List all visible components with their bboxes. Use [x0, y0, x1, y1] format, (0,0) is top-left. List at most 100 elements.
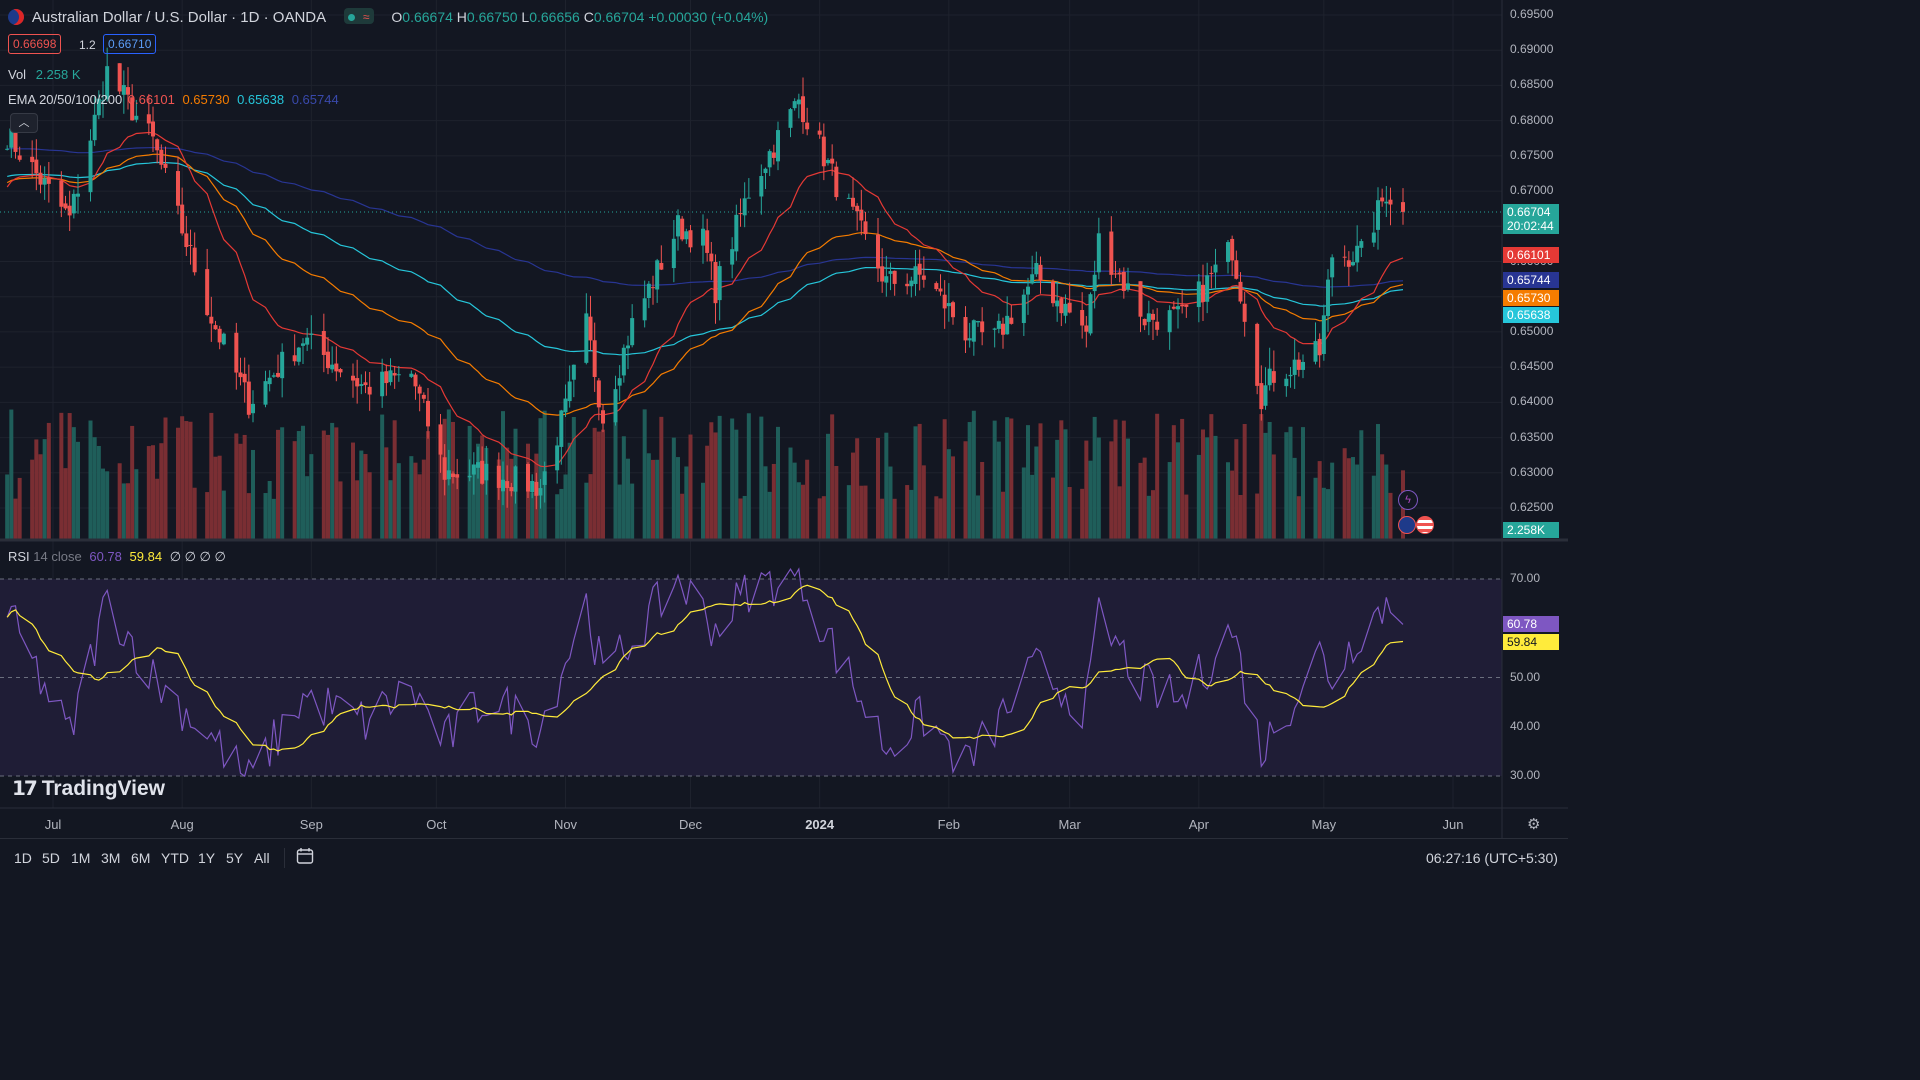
candle-body: [1301, 361, 1305, 370]
candle-body: [384, 371, 389, 384]
candle-body: [805, 122, 810, 130]
candle-body: [1284, 378, 1289, 387]
candle-body: [355, 378, 360, 387]
volume-bar: [509, 458, 514, 539]
lightning-event-icon[interactable]: ϟ: [1398, 490, 1418, 510]
candle-body: [59, 180, 64, 207]
volume-bar: [1026, 425, 1030, 539]
rsi-tick-label: 40.00: [1510, 718, 1541, 733]
volume-bar: [309, 454, 314, 539]
tradingview-logo[interactable]: 𝟭𝟳 TradingView: [12, 776, 165, 801]
rsi-label: RSI: [8, 549, 30, 564]
candle-body: [217, 328, 222, 343]
volume-bar: [330, 422, 335, 539]
range-button-5d[interactable]: 5D: [42, 850, 60, 866]
ema200-line: [7, 147, 1404, 288]
rsi-ma-tag: 59.84: [1503, 634, 1559, 650]
candle-body: [1205, 275, 1210, 302]
candle-body: [380, 371, 385, 397]
candle-body: [267, 377, 272, 385]
ema200-tag: 0.65744: [1503, 272, 1559, 288]
volume-bar: [1296, 496, 1301, 539]
candle-body: [821, 136, 826, 167]
volume-bar: [246, 493, 251, 539]
volume-bar: [980, 461, 985, 539]
candle-body: [1342, 256, 1347, 258]
volume-bar: [1226, 462, 1230, 539]
volume-bar: [130, 425, 135, 539]
candle-body: [851, 197, 855, 207]
range-button-1m[interactable]: 1M: [71, 850, 91, 866]
close-label: C: [583, 9, 594, 25]
candle-body: [1288, 374, 1293, 377]
candle-body: [1242, 303, 1247, 322]
volume-bar: [538, 418, 543, 539]
candle-body: [396, 374, 401, 376]
volume-bar: [846, 485, 851, 539]
bottom-toolbar: [0, 838, 1568, 883]
candle-body: [334, 363, 339, 372]
high-label: H: [456, 9, 467, 25]
volume-bar: [1301, 427, 1305, 539]
volume-bar: [1267, 422, 1272, 539]
volume-bar: [280, 427, 285, 539]
volume-bar: [1205, 437, 1210, 539]
volume-bar: [1001, 491, 1005, 539]
volume-bar: [88, 420, 93, 539]
volume-bar: [888, 466, 893, 539]
candle-body: [967, 338, 972, 341]
price-chart[interactable]: [0, 0, 1568, 840]
buy-button[interactable]: 0.66710: [103, 34, 157, 54]
ema50-line: [6, 153, 1404, 416]
clock-timezone[interactable]: 06:27:16 (UTC+5:30): [1426, 850, 1558, 866]
range-button-all[interactable]: All: [254, 850, 270, 866]
volume-legend[interactable]: Vol 2.258 K: [8, 67, 81, 82]
volume-bar: [746, 413, 751, 539]
volume-bar: [717, 415, 722, 539]
candle-body: [296, 347, 301, 362]
volume-bar: [292, 441, 297, 539]
date-range-calendar-icon[interactable]: [296, 847, 314, 865]
candle-body: [180, 204, 185, 234]
time-tick-label: Nov: [553, 817, 578, 832]
candle-body: [1176, 306, 1180, 310]
market-status-indicator[interactable]: ≈: [344, 8, 374, 24]
range-button-3m[interactable]: 3M: [101, 850, 121, 866]
range-button-1y[interactable]: 1Y: [198, 850, 216, 866]
candle-body: [338, 369, 343, 373]
candle-body: [671, 238, 676, 269]
range-button-6m[interactable]: 6M: [131, 850, 151, 866]
au-event-icon[interactable]: [1398, 516, 1416, 534]
candle-body: [438, 424, 443, 455]
volume-bar: [1271, 454, 1276, 539]
sell-button[interactable]: 0.66698: [8, 34, 62, 54]
candle-body: [767, 151, 772, 168]
open-label: O: [391, 9, 403, 25]
settings-gear-icon[interactable]: ⚙: [1527, 816, 1541, 833]
volume-bar: [763, 466, 768, 539]
volume-bar: [338, 481, 343, 539]
volume-bar: [413, 462, 418, 539]
symbol-title[interactable]: Australian Dollar / U.S. Dollar · 1D · O…: [31, 9, 327, 26]
candle-body: [234, 332, 239, 373]
range-button-ytd[interactable]: YTD: [161, 850, 189, 866]
candle-body: [188, 244, 193, 246]
volume-bar: [105, 471, 110, 539]
candle-body: [1355, 245, 1360, 263]
candle-body: [455, 474, 460, 478]
rsi-legend[interactable]: RSI 14 close 60.78 59.84 ∅ ∅ ∅ ∅: [8, 549, 226, 565]
candle-body: [626, 345, 630, 349]
ema-legend[interactable]: EMA 20/50/100/200 0.66101 0.65730 0.6563…: [8, 92, 339, 107]
range-button-5y[interactable]: 5Y: [226, 850, 244, 866]
volume-bar: [96, 445, 101, 539]
candle-body: [501, 479, 505, 492]
volume-bar: [1359, 430, 1364, 539]
range-button-1d[interactable]: 1D: [14, 850, 32, 866]
candle-body: [646, 283, 651, 299]
candle-body: [1346, 260, 1351, 267]
volume-bar: [776, 426, 780, 539]
volume-bar: [1109, 441, 1114, 539]
us-event-icon[interactable]: [1416, 516, 1434, 534]
collapse-legend-button[interactable]: ︿: [10, 113, 38, 133]
ohlc-readout: O0.66674 H0.66750 L0.66656 C0.66704 +0.0…: [391, 9, 768, 25]
